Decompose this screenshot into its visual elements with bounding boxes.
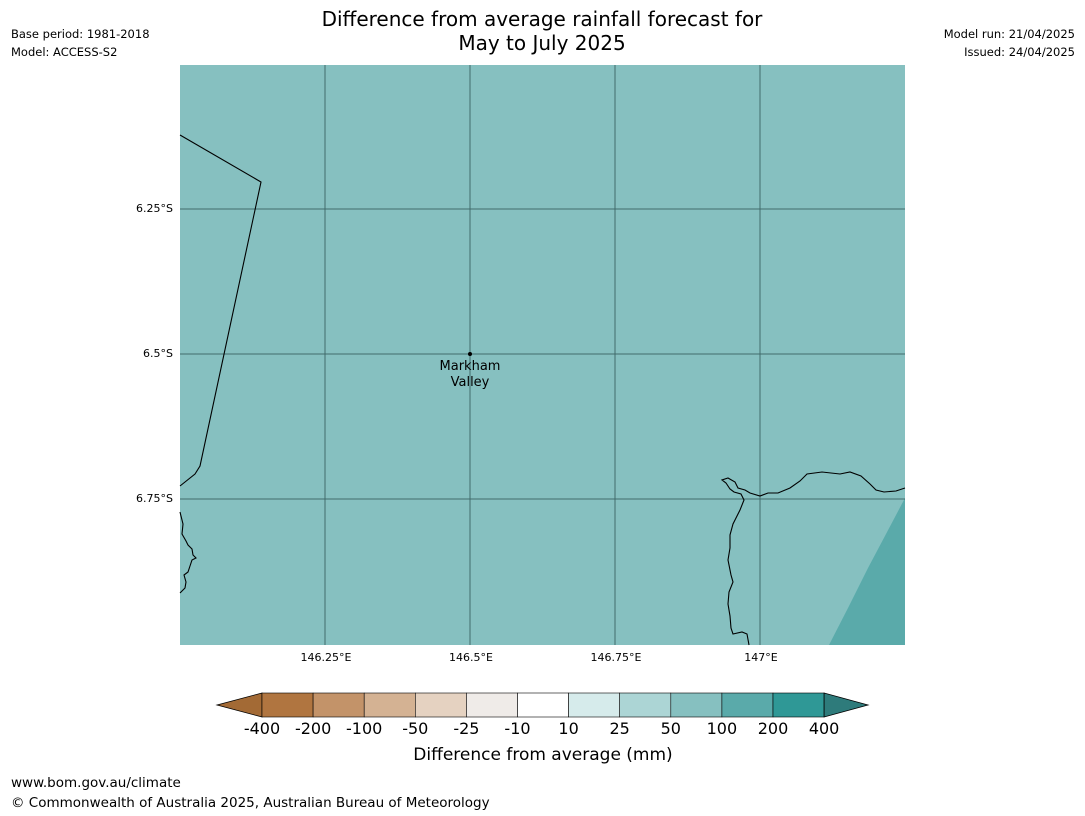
coastline-east	[720, 471, 906, 646]
model-run-text: Model run: 21/04/2025	[943, 27, 1075, 41]
base-period-text: Base period: 1981-2018	[11, 27, 150, 41]
boundaries	[179, 134, 906, 646]
colorbar-tick-label: 400	[808, 719, 840, 738]
lon-label-146-75: 146.75°E	[590, 651, 642, 664]
colorbar-tick-label: -200	[294, 719, 332, 738]
footer-url: www.bom.gov.au/climate	[11, 775, 181, 791]
colorbar-tick-label: -10	[504, 719, 531, 738]
colorbar-tick-label: -100	[346, 719, 383, 738]
district-boundary	[179, 134, 262, 487]
colorbar-tick-label: -400	[243, 719, 281, 738]
chart-title: Difference from average rainfall forecas…	[242, 7, 842, 55]
colorbar-tick-label: -25	[453, 719, 480, 738]
colorbar-label: Difference from average (mm)	[413, 745, 673, 765]
title-line-2: May to July 2025	[458, 31, 626, 55]
markham-valley-marker	[468, 352, 472, 356]
higher-rainfall-area	[829, 498, 905, 645]
colorbar-tick-label: 10	[558, 719, 579, 738]
footer-copyright: © Commonwealth of Australia 2025, Austra…	[11, 795, 490, 811]
colorbar-tick-label: 100	[706, 719, 738, 738]
lon-label-147: 147°E	[744, 651, 778, 664]
forecast-info-right: Model run: 21/04/2025 Issued: 24/04/2025	[944, 25, 1075, 61]
colorbar-tick-label: 25	[609, 719, 630, 738]
colorbar-tick-label: 50	[660, 719, 681, 738]
colorbar-tick-label: 200	[757, 719, 789, 738]
forecast-info-left: Base period: 1981-2018 Model: ACCESS-S2	[11, 25, 150, 61]
lat-label-6-25: 6.25°S	[136, 202, 173, 215]
place-label-line-1: Markham	[439, 359, 501, 374]
title-line-1: Difference from average rainfall forecas…	[321, 7, 763, 31]
issued-text: Issued: 24/04/2025	[964, 45, 1075, 59]
lat-label-6-5: 6.5°S	[143, 347, 173, 360]
model-text: Model: ACCESS-S2	[11, 45, 118, 59]
map-background	[180, 65, 905, 645]
lon-label-146-25: 146.25°E	[300, 651, 352, 664]
colorbar-tick-label: -50	[402, 719, 429, 738]
place-label-line-2: Valley	[450, 375, 490, 390]
lat-label-6-75: 6.75°S	[136, 492, 173, 505]
coastline-west	[179, 511, 197, 594]
place-label-markham-valley: Markham Valley	[420, 359, 520, 391]
lon-label-146-5: 146.5°E	[449, 651, 493, 664]
